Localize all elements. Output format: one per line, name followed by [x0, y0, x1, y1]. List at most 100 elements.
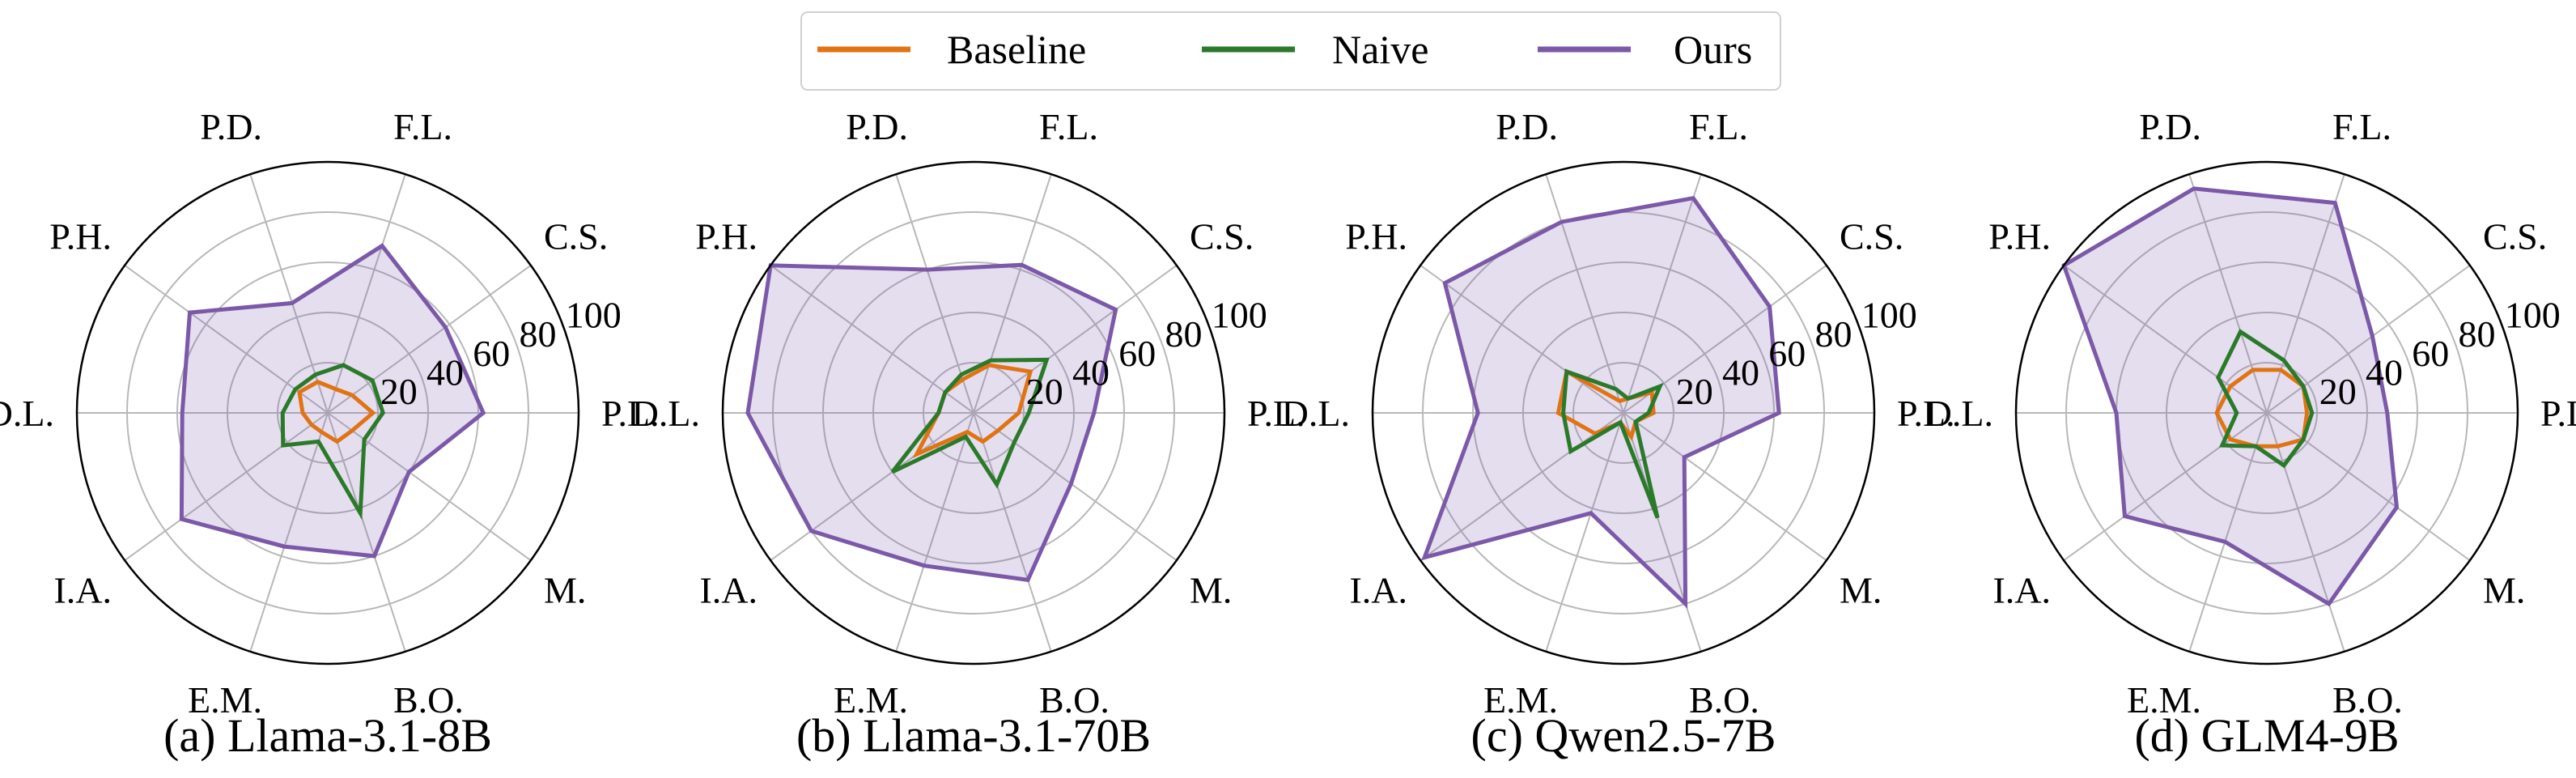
- category-label-c-s: C.S.: [2483, 215, 2547, 257]
- radial-tick-label: 60: [473, 333, 510, 374]
- category-label-i-a: I.A.: [1349, 570, 1407, 611]
- radial-tick-label: 80: [1165, 313, 1203, 355]
- series-polygon-naive: [2215, 329, 2315, 469]
- grid-spoke: [1545, 173, 1624, 414]
- category-label-i-a: I.A.: [1992, 570, 2051, 611]
- series-polygon-ours: [179, 243, 486, 559]
- grid-spoke: [327, 412, 406, 653]
- grid-spoke: [770, 412, 974, 562]
- category-label-p-h: P.H.: [695, 215, 758, 257]
- grid-spoke: [1420, 412, 1624, 562]
- grid-spoke: [1545, 412, 1624, 653]
- radar-panel-llama-3-1-70b: 20 40 60 80 100 P.L. C.S. F.L. P.D. P.H. D.L. I.A. E…: [632, 106, 1305, 762]
- category-label-m: M.: [544, 570, 586, 611]
- legend-entry-ours: Ours: [1538, 27, 1752, 72]
- category-label-e-m: E.M.: [188, 679, 262, 721]
- grid-spoke: [1623, 412, 1827, 562]
- outer-ring: [2014, 160, 2519, 665]
- category-label-p-h: P.H.: [1988, 215, 2051, 257]
- series-polygon-naive: [1561, 368, 1664, 519]
- category-label-p-d: P.D.: [2139, 106, 2201, 147]
- radial-tick-label: 100: [566, 294, 622, 335]
- radial-tick-label: 60: [1118, 333, 1156, 374]
- legend-label-ours: Ours: [1674, 27, 1752, 72]
- legend-label-baseline: Baseline: [947, 27, 1086, 72]
- outer-ring: [721, 160, 1226, 665]
- category-label-f-l: F.L.: [1039, 106, 1098, 147]
- grid-spoke: [973, 264, 1178, 414]
- category-label-m: M.: [2483, 570, 2525, 611]
- grid-spoke: [973, 412, 1052, 653]
- outer-ring: [1371, 160, 1876, 665]
- outer-ring: [75, 160, 580, 665]
- category-label-d-l: D.L.: [1925, 393, 1993, 434]
- category-label-c-s: C.S.: [1190, 215, 1254, 257]
- category-label-p-d: P.D.: [1496, 106, 1558, 147]
- radial-tick-label: 20: [380, 371, 418, 412]
- category-label-p-d: P.D.: [846, 106, 908, 147]
- category-label-c-s: C.S.: [544, 215, 608, 257]
- category-label-m: M.: [1840, 570, 1882, 611]
- radial-tick-label: 100: [1212, 294, 1267, 335]
- grid-spoke: [973, 412, 1178, 562]
- legend: Baseline Naive Ours: [800, 11, 1781, 91]
- grid-spoke: [124, 412, 329, 562]
- grid-spoke: [1623, 173, 1702, 414]
- radial-tick-label: 40: [2366, 352, 2403, 393]
- grid-spoke: [2188, 412, 2268, 653]
- category-label-i-a: I.A.: [699, 570, 758, 611]
- panel-caption: (c) Qwen2.5-7B: [1471, 709, 1776, 762]
- radial-tick-label: 100: [2505, 294, 2561, 335]
- grid-spoke: [327, 173, 406, 414]
- category-label-c-s: C.S.: [1840, 215, 1903, 257]
- series-polygon-ours: [2061, 186, 2400, 607]
- radial-tick-label: 100: [1861, 294, 1917, 335]
- category-label-d-l: D.L.: [0, 393, 54, 434]
- category-label-b-o: B.O.: [393, 679, 464, 721]
- grid-spoke: [249, 412, 329, 653]
- radial-tick-label: 60: [2412, 333, 2449, 374]
- panel-caption: (a) Llama-3.1-8B: [163, 709, 492, 762]
- radial-tick-label: 40: [1072, 352, 1110, 393]
- panel-caption: (d) GLM4-9B: [2134, 709, 2399, 762]
- radial-tick-label: 40: [1722, 352, 1759, 393]
- grid-spoke: [327, 412, 532, 562]
- category-label-p-l: P.L.: [2540, 393, 2576, 434]
- grid-spoke: [1420, 264, 1624, 414]
- grid-spoke: [1623, 412, 1702, 653]
- grid-spoke: [2266, 173, 2345, 414]
- category-label-f-l: F.L.: [2332, 106, 2391, 147]
- category-label-p-l: P.L.: [1247, 393, 1305, 434]
- grid-spoke: [2266, 412, 2471, 562]
- radial-tick-label: 40: [427, 352, 464, 393]
- radial-tick-label: 80: [520, 313, 557, 355]
- category-label-f-l: F.L.: [393, 106, 452, 147]
- radial-tick-label: 60: [1768, 333, 1806, 374]
- category-label-b-o: B.O.: [1689, 679, 1759, 721]
- category-label-m: M.: [1190, 570, 1232, 611]
- grid-spoke: [2266, 264, 2471, 414]
- category-label-b-o: B.O.: [2332, 679, 2403, 721]
- radial-tick-label: 20: [1026, 371, 1063, 412]
- category-label-p-d: P.D.: [200, 106, 262, 147]
- grid-spoke: [327, 264, 532, 414]
- category-label-p-h: P.H.: [1345, 215, 1407, 257]
- category-label-f-l: F.L.: [1689, 106, 1748, 147]
- grid-spoke: [770, 264, 974, 414]
- series-polygon-baseline: [2214, 368, 2310, 449]
- grid-spoke: [2188, 173, 2268, 414]
- grid-spoke: [2063, 412, 2268, 562]
- radial-tick-label: 80: [1815, 313, 1852, 355]
- category-label-p-l: P.L.: [601, 393, 660, 434]
- grid-spoke: [2266, 412, 2345, 653]
- panel-caption: (b) Llama-3.1-70B: [796, 709, 1151, 762]
- legend-label-naive: Naive: [1332, 27, 1428, 72]
- radar-panel-qwen2-5-7b: 20 40 60 80 100 P.L. C.S. F.L. P.D. P.H. D.L. I.A. E…: [1282, 106, 1955, 762]
- category-label-b-o: B.O.: [1039, 679, 1110, 721]
- series-polygon-naive: [280, 363, 385, 521]
- radial-tick-label: 20: [2319, 371, 2357, 412]
- category-label-e-m: E.M.: [2127, 679, 2201, 721]
- category-label-e-m: E.M.: [834, 679, 908, 721]
